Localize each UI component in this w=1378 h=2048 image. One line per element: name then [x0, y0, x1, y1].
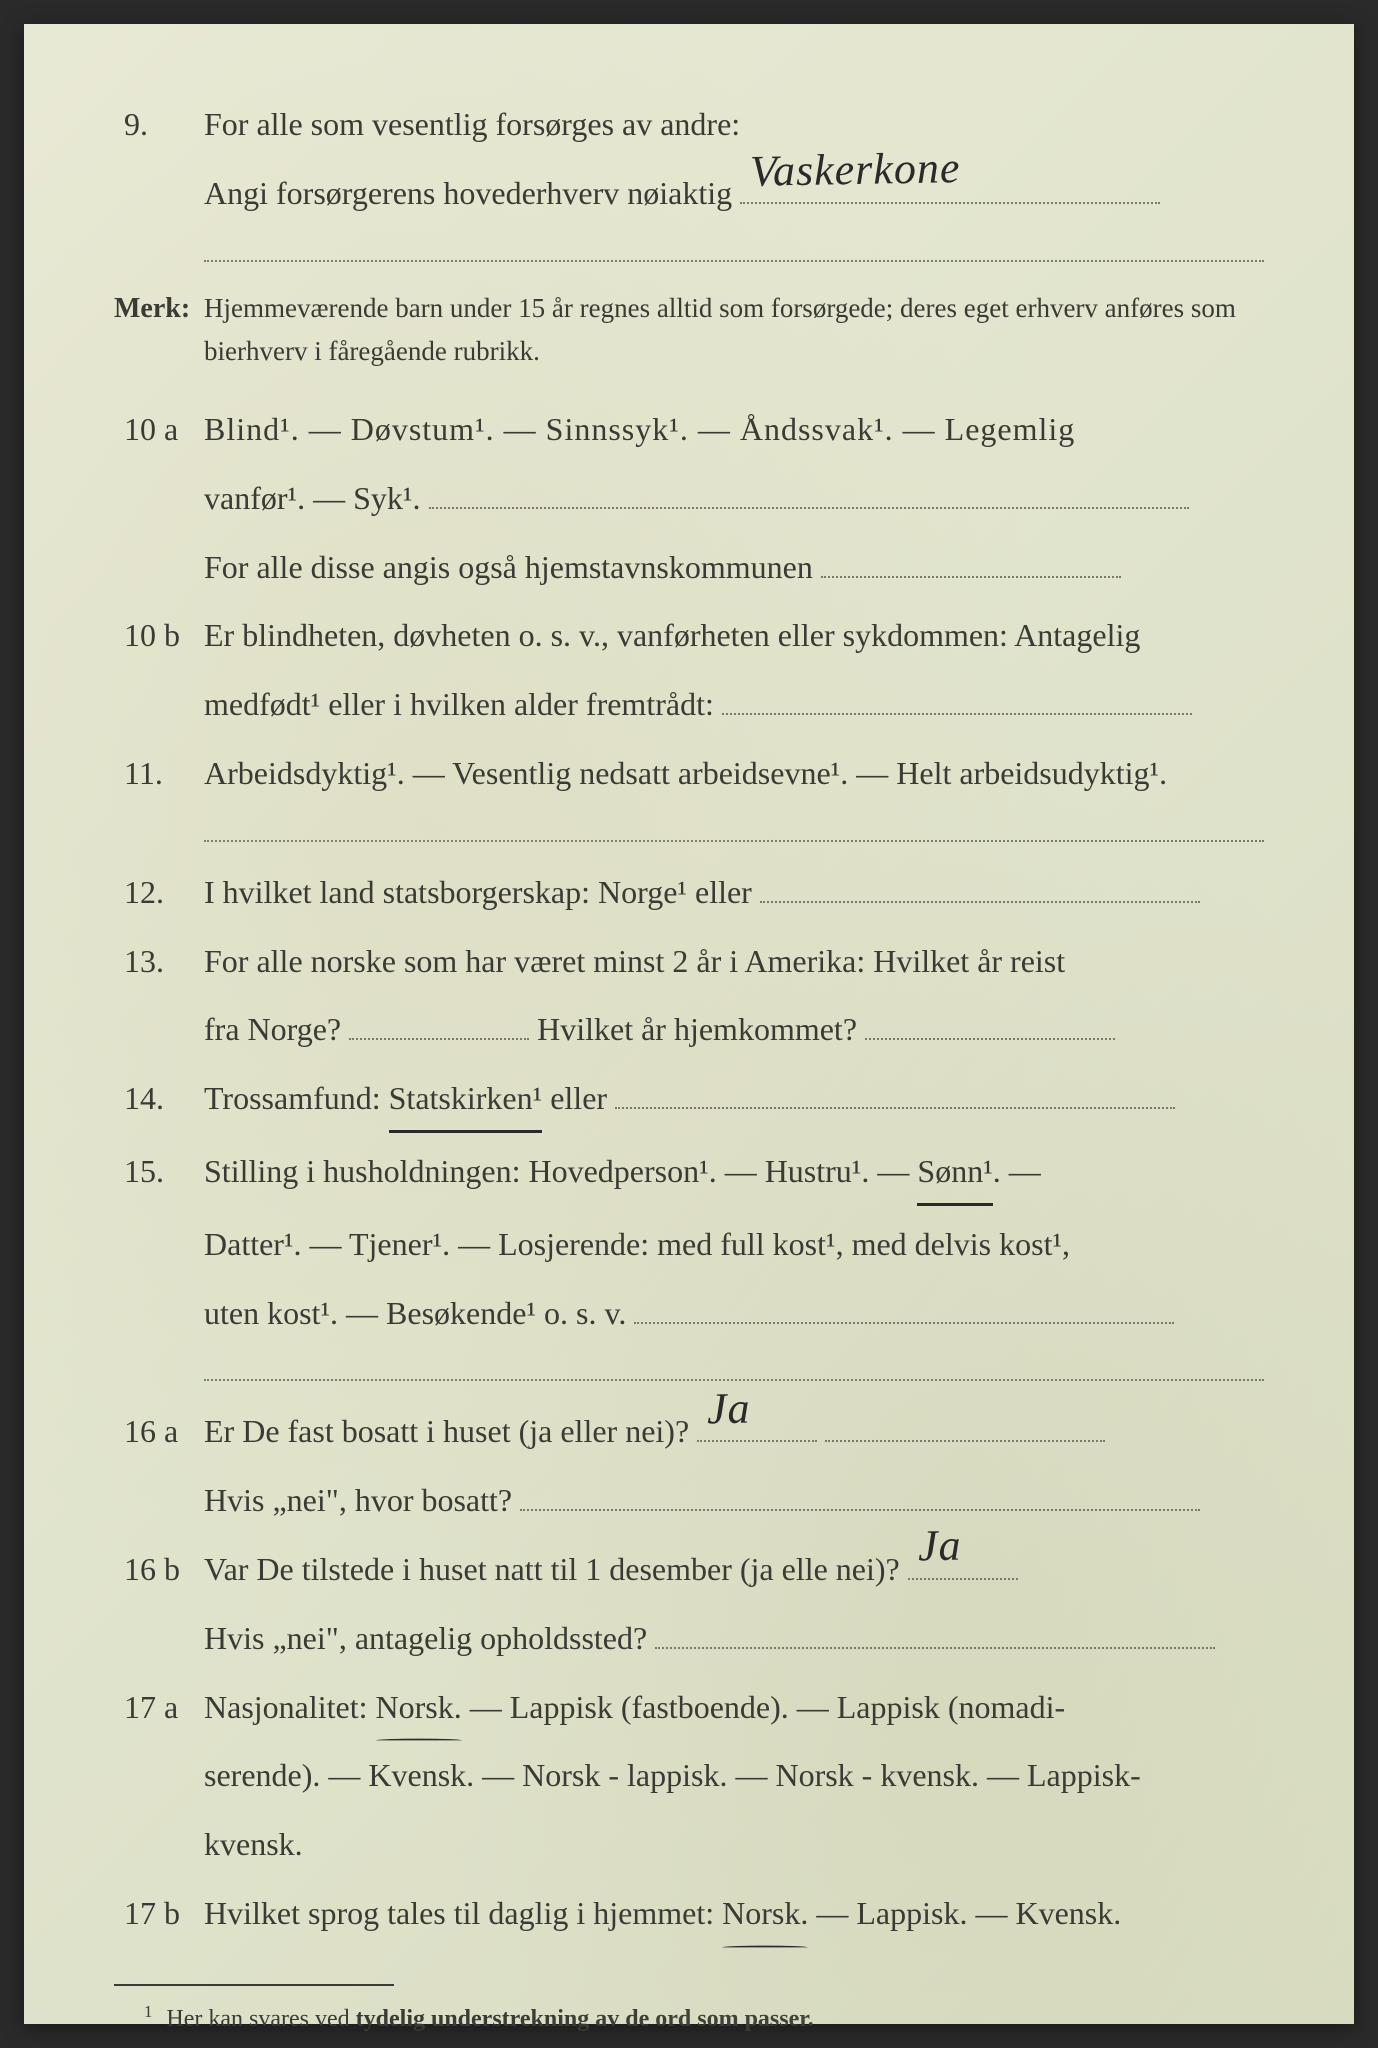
q9-prompt: Angi forsørgerens hovederhverv nøiaktig	[204, 175, 732, 211]
q16b-line1: Var De tilstede i huset natt til 1 desem…	[204, 1551, 900, 1587]
q17b-underlined: Norsk.	[722, 1883, 808, 1944]
q17a-line2: serende). — Kvensk. — Norsk - lappisk. —…	[204, 1745, 1264, 1806]
q14-number: 14.	[114, 1068, 204, 1129]
q15-underlined: Sønn¹	[917, 1141, 992, 1206]
q9-answer-handwritten: Vaskerkone	[749, 126, 961, 213]
question-9: 9. For alle som vesentlig forsørges av a…	[114, 94, 1264, 155]
question-16b: 16 b Var De tilstede i huset natt til 1 …	[114, 1539, 1264, 1600]
merk-label: Merk:	[114, 282, 204, 335]
q10b-line1: Er blindheten, døvheten o. s. v., vanfør…	[204, 605, 1264, 666]
q15-number: 15.	[114, 1141, 204, 1202]
q15-line1b: . —	[993, 1153, 1041, 1189]
q12-text: I hvilket land statsborgerskap: Norge¹ e…	[204, 874, 752, 910]
q9-dotted-line	[204, 234, 1264, 262]
q16b-line2: Hvis „nei", antagelig opholdssted?	[204, 1620, 647, 1656]
q14-blank	[615, 1107, 1175, 1109]
question-10b-line2: medfødt¹ eller i hvilken alder fremtrådt…	[114, 674, 1264, 735]
question-13-line2: fra Norge? Hvilket år hjemkommet?	[114, 999, 1264, 1060]
question-11: 11. Arbeidsdyktig¹. — Vesentlig nedsatt …	[114, 743, 1264, 804]
q16a-blank	[825, 1440, 1105, 1442]
question-16a-line2: Hvis „nei", hvor bosatt?	[114, 1470, 1264, 1531]
q10a-number: 10 a	[114, 399, 204, 460]
question-15: 15. Stilling i husholdningen: Hovedperso…	[114, 1141, 1264, 1206]
question-17a: 17 a Nasjonalitet: Norsk. — Lappisk (fas…	[114, 1677, 1264, 1738]
question-17a-line2: serende). — Kvensk. — Norsk - lappisk. —…	[114, 1745, 1264, 1806]
q11-dotted-line	[204, 814, 1264, 842]
q10b-number: 10 b	[114, 605, 204, 666]
question-13: 13. For alle norske som har været minst …	[114, 931, 1264, 992]
q12-number: 12.	[114, 862, 204, 923]
q17a-line1a: Nasjonalitet:	[204, 1689, 376, 1725]
question-15-line2: Datter¹. — Tjener¹. — Losjerende: med fu…	[114, 1214, 1264, 1275]
q15-blank	[634, 1322, 1174, 1324]
q10a-blank2	[821, 576, 1121, 578]
q13-line1: For alle norske som har været minst 2 år…	[204, 931, 1264, 992]
q17a-number: 17 a	[114, 1677, 204, 1738]
footnote-rule	[114, 1984, 394, 1986]
q15-line3-text: uten kost¹. — Besøkende¹ o. s. v.	[204, 1295, 626, 1331]
footnote-text-a: Her kan svares ved	[166, 2006, 355, 2032]
footnote-bold: tydelig understrekning av de ord som pas…	[356, 2006, 814, 2032]
q16b-blank	[655, 1647, 1215, 1649]
q15-line1a: Stilling i husholdningen: Hovedperson¹. …	[204, 1153, 917, 1189]
merk-text: Hjemmeværende barn under 15 år regnes al…	[204, 287, 1264, 373]
q14-underlined: Statskirken¹	[389, 1068, 543, 1133]
q16a-number: 16 a	[114, 1401, 204, 1462]
q13-blank1	[349, 1038, 529, 1040]
q17b-text-b: — Lappisk. — Kvensk.	[808, 1895, 1121, 1931]
q16a-line1: Er De fast bosatt i huset (ja eller nei)…	[204, 1413, 689, 1449]
q10a-options: Blind¹. — Døvstum¹. — Sinnssyk¹. — Åndss…	[204, 399, 1264, 460]
q16a-answer-handwritten: Ja	[706, 1366, 751, 1450]
question-16a: 16 a Er De fast bosatt i huset (ja eller…	[114, 1401, 1264, 1462]
question-9-line2: Angi forsørgerens hovederhverv nøiaktig …	[114, 163, 1264, 224]
q14-text-b: eller	[550, 1080, 607, 1116]
question-15-line3: uten kost¹. — Besøkende¹ o. s. v.	[114, 1283, 1264, 1344]
census-form-page: 9. For alle som vesentlig forsørges av a…	[24, 24, 1354, 2024]
q10a-line2-text: vanfør¹. — Syk¹.	[204, 480, 421, 516]
q10b-blank	[722, 713, 1192, 715]
q9-line1: For alle som vesentlig forsørges av andr…	[204, 94, 1264, 155]
q17a-line3: kvensk.	[204, 1814, 1264, 1875]
q10b-line2-text: medfødt¹ eller i hvilken alder fremtrådt…	[204, 686, 714, 722]
question-10a-line3: For alle disse angis også hjemstavnskomm…	[114, 537, 1264, 598]
question-16b-line2: Hvis „nei", antagelig opholdssted?	[114, 1608, 1264, 1669]
q12-blank	[760, 901, 1200, 903]
question-17a-line3: kvensk.	[114, 1814, 1264, 1875]
q17b-number: 17 b	[114, 1883, 204, 1944]
q13-number: 13.	[114, 931, 204, 992]
q16b-number: 16 b	[114, 1539, 204, 1600]
q11-number: 11.	[114, 743, 204, 804]
q13-line2a: fra Norge?	[204, 1011, 341, 1047]
q11-text: Arbeidsdyktig¹. — Vesentlig nedsatt arbe…	[204, 743, 1264, 804]
q13-blank2	[865, 1038, 1115, 1040]
q13-line2b: Hvilket år hjemkommet?	[537, 1011, 857, 1047]
q10a-blank	[429, 507, 1189, 509]
question-10b: 10 b Er blindheten, døvheten o. s. v., v…	[114, 605, 1264, 666]
q16a-line2: Hvis „nei", hvor bosatt?	[204, 1482, 512, 1518]
q16b-answer-handwritten: Ja	[917, 1504, 962, 1588]
question-17b: 17 b Hvilket sprog tales til daglig i hj…	[114, 1883, 1264, 1944]
question-10a: 10 a Blind¹. — Døvstum¹. — Sinnssyk¹. — …	[114, 399, 1264, 460]
question-10a-line2: vanfør¹. — Syk¹.	[114, 468, 1264, 529]
q10a-line3-text: For alle disse angis også hjemstavnskomm…	[204, 549, 813, 585]
question-14: 14. Trossamfund: Statskirken¹ eller	[114, 1068, 1264, 1133]
q17a-line1b: — Lappisk (fastboende). — Lappisk (nomad…	[462, 1689, 1065, 1725]
q16a-blank2	[520, 1509, 1200, 1511]
q17b-text-a: Hvilket sprog tales til daglig i hjemmet…	[204, 1895, 722, 1931]
q17a-underlined: Norsk.	[376, 1677, 462, 1738]
question-12: 12. I hvilket land statsborgerskap: Norg…	[114, 862, 1264, 923]
q14-text-a: Trossamfund:	[204, 1080, 389, 1116]
footnote: 1 Her kan svares ved tydelig understrekn…	[114, 2002, 1264, 2033]
footnote-sup: 1	[144, 2002, 152, 2021]
q9-number: 9.	[114, 94, 204, 155]
q15-line2: Datter¹. — Tjener¹. — Losjerende: med fu…	[204, 1214, 1264, 1275]
merk-note: Merk: Hjemmeværende barn under 15 år reg…	[114, 282, 1264, 373]
